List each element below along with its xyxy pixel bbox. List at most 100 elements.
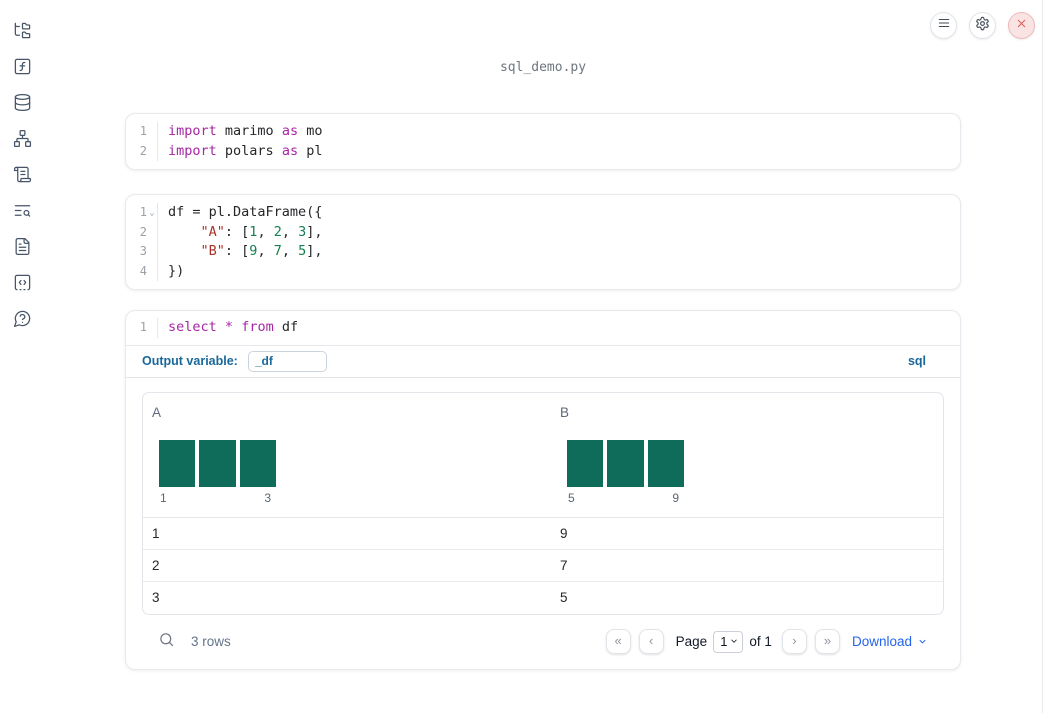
sidebar-item-datasources[interactable] bbox=[12, 93, 32, 114]
line-number: 4 bbox=[126, 261, 158, 281]
code-line[interactable]: 4}) bbox=[126, 261, 960, 281]
hamburger-menu-icon bbox=[937, 16, 951, 35]
sidebar-item-help[interactable] bbox=[12, 309, 32, 333]
chevrons-left-icon: « bbox=[614, 633, 622, 648]
file-tree-icon bbox=[13, 21, 32, 45]
code-text: }) bbox=[168, 262, 185, 279]
histogram-bar bbox=[239, 439, 276, 487]
code-line[interactable]: 1 import marimo as mo bbox=[126, 122, 960, 142]
cell-dataframe[interactable]: 1 ⌄ df = pl.DataFrame({2 "A": [1, 2, 3], 3 … bbox=[125, 194, 961, 290]
chevrons-right-icon: » bbox=[823, 633, 832, 648]
column-label[interactable]: B bbox=[560, 404, 570, 420]
histogram-bar bbox=[159, 439, 196, 487]
sidebar-item-documentation[interactable] bbox=[12, 237, 32, 261]
code-text: "A": [1, 2, 3], bbox=[200, 223, 323, 240]
menu-button[interactable] bbox=[930, 12, 957, 39]
line-number: 1 bbox=[126, 318, 158, 338]
settings-button[interactable] bbox=[969, 12, 996, 39]
fold-chevron-icon[interactable]: ⌄ bbox=[149, 207, 155, 218]
code-line[interactable]: 3 "B": [9, 7, 5], bbox=[126, 242, 960, 262]
table-cell: 3 bbox=[152, 590, 160, 605]
histogram-bar bbox=[607, 439, 644, 487]
code-editor[interactable]: 1 ⌄ df = pl.DataFrame({2 "A": [1, 2, 3], 3 … bbox=[126, 195, 960, 289]
code-line[interactable]: 2 import polars as pl bbox=[126, 141, 960, 161]
column-histogram: 1 3 bbox=[159, 439, 276, 505]
sidebar-item-snippets[interactable] bbox=[12, 273, 32, 297]
helper-panel-sidebar bbox=[0, 0, 44, 713]
cell-imports[interactable]: 1 import marimo as mo 2 import polars as pl bbox=[125, 113, 961, 170]
code-text: import polars as pl bbox=[168, 142, 323, 159]
table-header: A 1 3 B bbox=[143, 393, 943, 518]
notebook-filename[interactable]: sql_demo.py bbox=[499, 60, 587, 75]
scroll-icon bbox=[13, 165, 32, 189]
column-label[interactable]: A bbox=[152, 404, 162, 420]
file-text-icon bbox=[13, 237, 32, 261]
cell-sql[interactable]: 1 select * from df Output variable: sql A… bbox=[125, 310, 961, 670]
line-number: 1 bbox=[126, 122, 158, 142]
table-cell: 5 bbox=[560, 590, 568, 605]
sidebar-item-file-explorer[interactable] bbox=[12, 21, 32, 45]
next-page-button[interactable]: › bbox=[781, 629, 807, 654]
code-text: import marimo as mo bbox=[168, 123, 323, 139]
column-header-a: A 1 3 bbox=[143, 393, 551, 517]
sidebar-item-logs[interactable] bbox=[12, 203, 32, 222]
histogram-bar bbox=[199, 439, 236, 487]
network-graph-icon bbox=[13, 129, 32, 153]
last-page-button[interactable]: » bbox=[814, 629, 840, 654]
download-button[interactable]: Download bbox=[852, 634, 928, 650]
hist-min-label: 1 bbox=[160, 490, 167, 505]
page-select[interactable]: 1 bbox=[713, 630, 744, 653]
table-cell: 9 bbox=[560, 525, 568, 541]
prev-page-button[interactable]: ‹ bbox=[638, 629, 664, 654]
hist-max-label: 3 bbox=[264, 490, 271, 505]
sidebar-item-outline[interactable] bbox=[12, 165, 32, 189]
line-number: 1 ⌄ bbox=[126, 203, 158, 223]
sidebar-item-dependency-graph[interactable] bbox=[12, 129, 32, 153]
chevron-down-icon bbox=[912, 634, 928, 650]
chevron-right-icon: › bbox=[792, 633, 797, 648]
gear-icon bbox=[975, 16, 990, 36]
code-line[interactable]: 1 ⌄ df = pl.DataFrame({ bbox=[126, 203, 960, 223]
dataframe-table: A 1 3 B bbox=[142, 391, 944, 615]
line-number: 2 bbox=[126, 222, 158, 242]
code-line[interactable]: 2 "A": [1, 2, 3], bbox=[126, 222, 960, 242]
page-of-label: of 1 bbox=[749, 634, 772, 649]
line-number: 3 bbox=[126, 242, 158, 262]
close-icon bbox=[1015, 17, 1028, 35]
table-cell: 1 bbox=[152, 525, 160, 541]
cell-output: A 1 3 B bbox=[126, 378, 960, 669]
histogram-bar bbox=[567, 439, 604, 487]
sql-code-editor[interactable]: 1 select * from df bbox=[126, 311, 960, 346]
histogram-bar bbox=[647, 439, 684, 487]
page-label: Page bbox=[675, 634, 708, 649]
pagination: « ‹ Page 1 of 1 › » bbox=[605, 629, 840, 654]
code-editor[interactable]: 1 import marimo as mo 2 import polars as pl bbox=[126, 114, 960, 169]
code-text: "B": [9, 7, 5], bbox=[200, 243, 323, 259]
hist-min-label: 5 bbox=[568, 490, 575, 505]
code-block-icon bbox=[13, 273, 32, 297]
language-badge[interactable]: sql bbox=[907, 354, 926, 368]
table-footer: 3 rows « ‹ Page 1 of 1 › bbox=[142, 615, 944, 669]
code-line[interactable]: 1 select * from df bbox=[126, 318, 960, 338]
column-histogram: 5 9 bbox=[567, 439, 684, 505]
line-number: 2 bbox=[126, 141, 158, 161]
sidebar-item-variables[interactable] bbox=[12, 58, 32, 78]
hist-max-label: 9 bbox=[672, 490, 679, 505]
code-text: df = pl.DataFrame({ bbox=[168, 204, 323, 220]
notebook-actions-toolbar bbox=[930, 12, 1035, 39]
table-cell: 7 bbox=[560, 557, 568, 573]
row-count: 3 rows bbox=[191, 634, 231, 649]
help-bubble-icon bbox=[13, 309, 32, 333]
table-cell: 2 bbox=[152, 557, 160, 573]
output-variable-input[interactable] bbox=[247, 350, 327, 372]
download-label: Download bbox=[851, 634, 912, 649]
search-button[interactable] bbox=[158, 631, 175, 653]
column-header-b: B 5 9 bbox=[551, 393, 943, 517]
code-text: select * from df bbox=[168, 319, 299, 335]
shutdown-button[interactable] bbox=[1008, 12, 1035, 39]
first-page-button[interactable]: « bbox=[605, 629, 631, 654]
chevron-left-icon: ‹ bbox=[648, 633, 654, 648]
